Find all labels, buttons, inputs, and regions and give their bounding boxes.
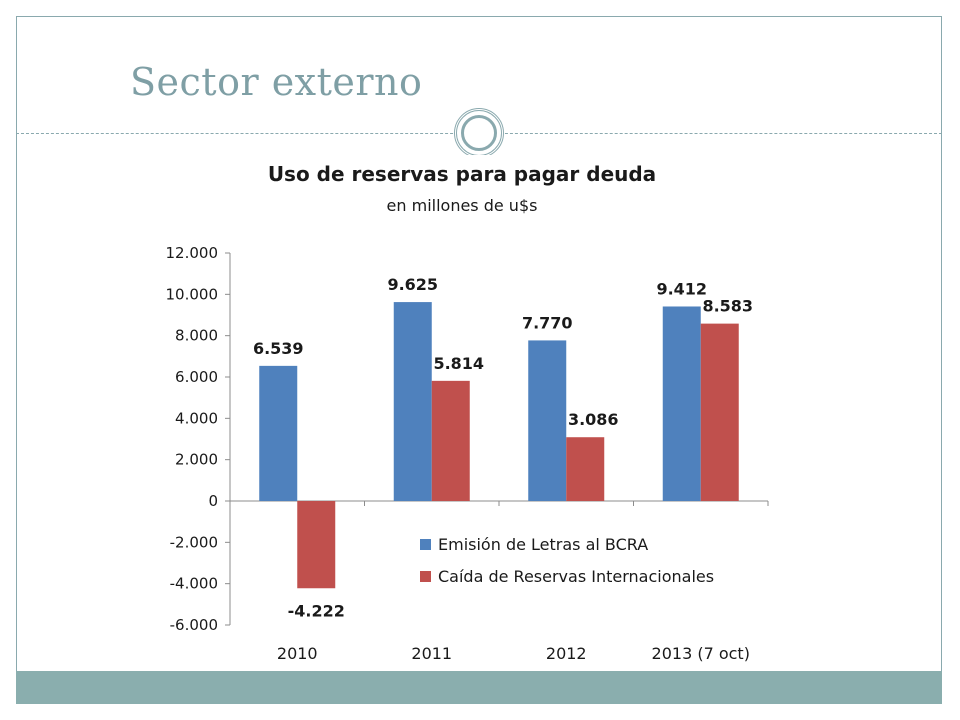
chart-subtitle: en millones de u$s [387,196,538,215]
y-tick-label: 4.000 [175,409,218,427]
y-tick-label: -4.000 [170,575,218,593]
x-tick-label: 2010 [277,644,318,663]
x-tick-label: 2011 [411,644,452,663]
chart-data-labels: 6.539 -4.222 9.625 5.814 7.770 3.086 9.4128.58… [253,275,753,620]
x-tick-labels: 2010 2011 2012 2013 (7 oct) [277,644,750,663]
slide-title: Sector externo [130,60,423,104]
legend-label: Caída de Reservas Internacionales [438,567,714,586]
bar-emision-0 [259,365,298,501]
y-tick-label: 0 [208,492,218,510]
y-tick-label: 12.000 [166,244,219,262]
data-label: -4.222 [288,601,345,620]
data-label: 7.770 [522,313,573,332]
chart-legend: Emisión de Letras al BCRA Caída de Reserv… [420,535,714,586]
bar-caida-1 [431,380,470,501]
y-tick-label: -2.000 [170,533,218,551]
y-tick-label: 10.000 [166,285,219,303]
data-label: 8.583 [702,297,753,316]
bar-caida-3 [700,323,739,501]
data-label: 9.625 [387,275,438,294]
legend-label: Emisión de Letras al BCRA [438,535,648,554]
chart-bars [259,302,739,589]
x-tick-label: 2013 (7 oct) [652,644,750,663]
y-tick-label: 8.000 [175,327,218,345]
footer-bar [16,671,942,704]
bar-emision-3 [662,306,701,501]
data-label: 3.086 [568,410,619,429]
legend-swatch [420,539,431,550]
y-tick-label: 6.000 [175,368,218,386]
data-label: 9.412 [656,279,707,298]
legend-swatch [420,571,431,582]
y-tick-label: -6.000 [170,616,218,634]
chart-image: Uso de reservas para pagar deuda en mill… [132,155,786,667]
x-tick-label: 2012 [546,644,587,663]
bar-emision-1 [393,302,432,501]
chart-title: Uso de reservas para pagar deuda [268,162,656,186]
data-label: 5.814 [433,354,484,373]
bar-emision-2 [528,340,567,501]
data-label: 6.539 [253,339,304,358]
bar-chart: Uso de reservas para pagar deuda en mill… [166,162,769,663]
bar-caida-0 [297,501,336,589]
y-tick-label: 2.000 [175,451,218,469]
chart-axes: 12.000 10.000 8.000 6.000 4.000 2.000 0 -2.000 -… [166,244,769,634]
bar-caida-2 [566,437,605,501]
divider-circle-ornament [454,108,504,158]
